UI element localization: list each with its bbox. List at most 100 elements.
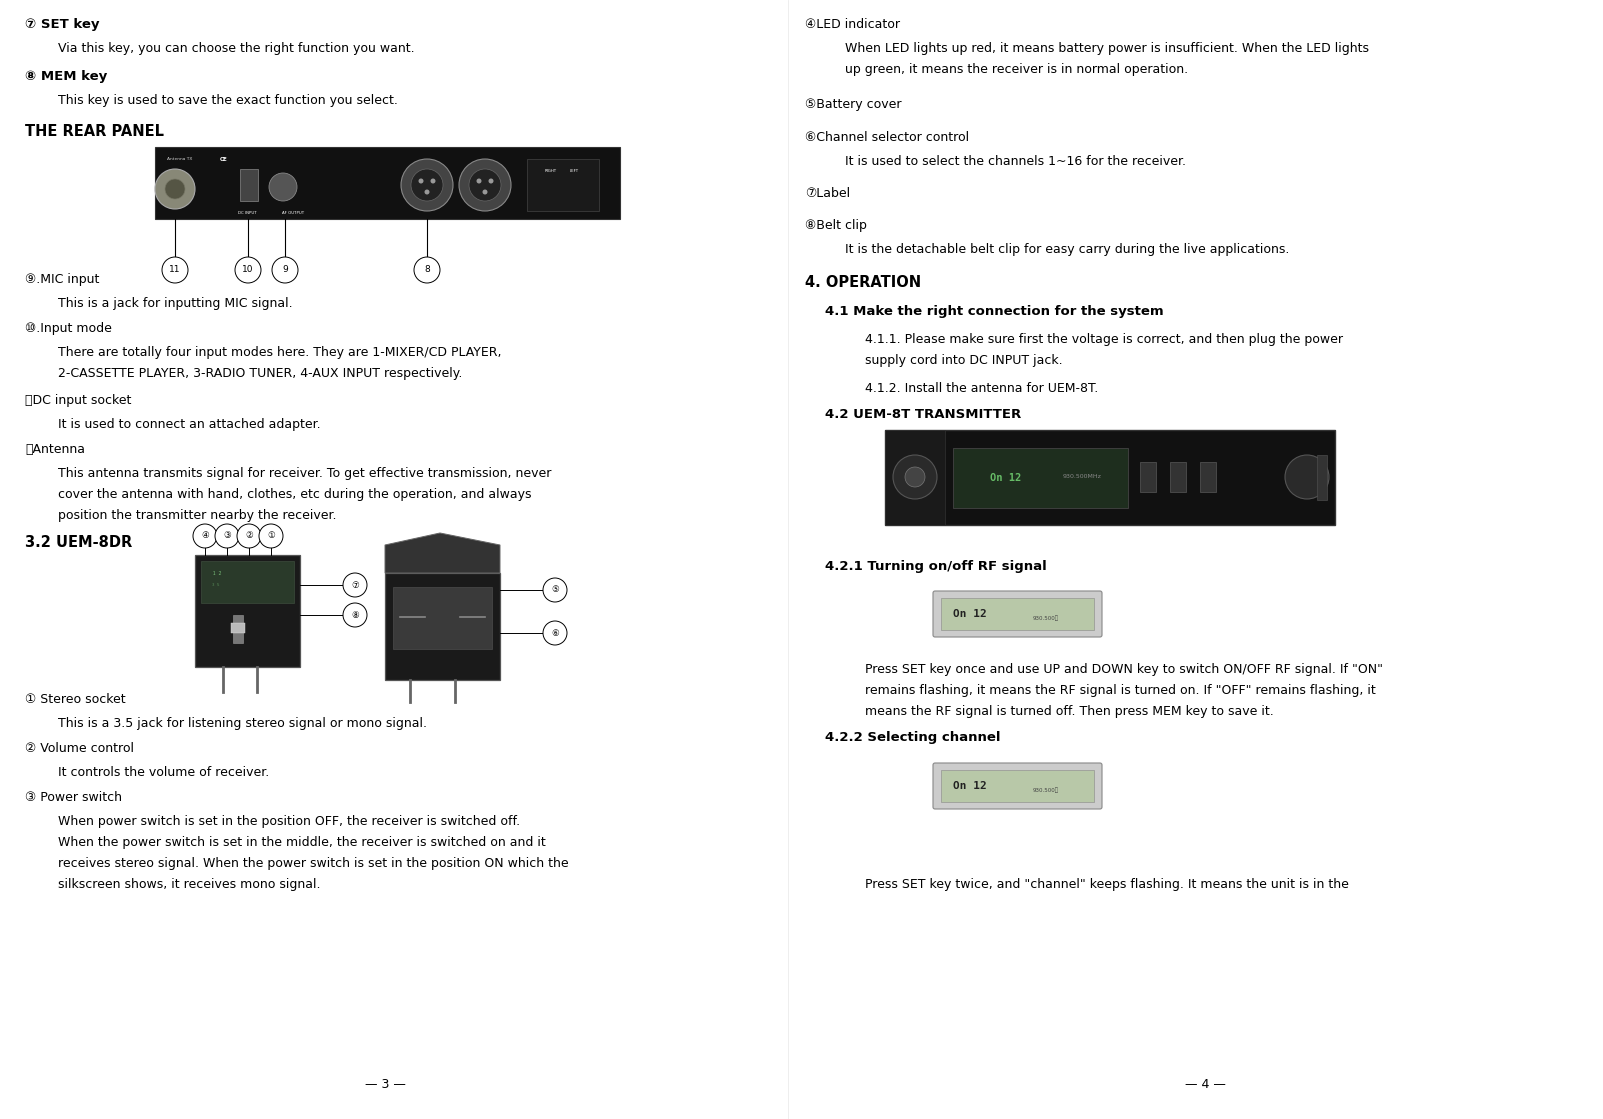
Circle shape: [260, 524, 284, 548]
Text: ⑦: ⑦: [351, 581, 359, 590]
Bar: [155, 147, 620, 219]
Text: ⑦ SET key: ⑦ SET key: [26, 18, 99, 31]
Bar: [385, 573, 500, 680]
Circle shape: [543, 621, 567, 645]
Circle shape: [425, 189, 430, 195]
Circle shape: [236, 257, 261, 283]
Text: 9: 9: [282, 265, 289, 274]
Text: 4.2 UEM-8T TRANSMITTER: 4.2 UEM-8T TRANSMITTER: [826, 408, 1021, 421]
Text: On 12: On 12: [954, 781, 987, 791]
Circle shape: [489, 179, 494, 184]
Circle shape: [162, 257, 188, 283]
Text: DC INPUT: DC INPUT: [237, 211, 256, 215]
Circle shape: [269, 173, 297, 201]
Bar: [954, 448, 1129, 508]
Text: ③: ③: [223, 532, 231, 540]
Text: 4.2.1 Turning on/off RF signal: 4.2.1 Turning on/off RF signal: [826, 560, 1047, 573]
Text: It is the detachable belt clip for easy carry during the live applications.: It is the detachable belt clip for easy …: [845, 243, 1289, 256]
Circle shape: [483, 189, 487, 195]
Text: It is used to select the channels 1~16 for the receiver.: It is used to select the channels 1~16 f…: [845, 156, 1186, 168]
Text: ④LED indicator: ④LED indicator: [805, 18, 899, 31]
Text: ④: ④: [200, 532, 208, 540]
Text: Antenna TX: Antenna TX: [167, 157, 192, 161]
Circle shape: [543, 579, 567, 602]
Circle shape: [893, 455, 938, 499]
Text: ③ Power switch: ③ Power switch: [26, 791, 122, 803]
Text: 4.1 Make the right connection for the system: 4.1 Make the right connection for the sy…: [826, 305, 1164, 318]
Circle shape: [401, 159, 454, 211]
Text: ⑧Belt clip: ⑧Belt clip: [805, 219, 867, 232]
Text: ⑦Label: ⑦Label: [805, 187, 850, 200]
Text: 4.2.2 Selecting channel: 4.2.2 Selecting channel: [826, 731, 1000, 744]
Text: On 12: On 12: [991, 473, 1021, 483]
Text: 930.500㎡: 930.500㎡: [1032, 615, 1060, 621]
Text: This is a 3.5 jack for listening stereo signal or mono signal.: This is a 3.5 jack for listening stereo …: [58, 717, 426, 730]
Text: cover the antenna with hand, clothes, etc during the operation, and always: cover the antenna with hand, clothes, et…: [58, 488, 532, 501]
Text: 2-CASSETTE PLAYER, 3-RADIO TUNER, 4-AUX INPUT respectively.: 2-CASSETTE PLAYER, 3-RADIO TUNER, 4-AUX …: [58, 367, 462, 380]
Text: ①: ①: [268, 532, 274, 540]
Text: up green, it means the receiver is in normal operation.: up green, it means the receiver is in no…: [845, 63, 1188, 76]
Text: THE REAR PANEL: THE REAR PANEL: [26, 124, 164, 139]
Bar: [941, 598, 1093, 630]
Text: It controls the volume of receiver.: It controls the volume of receiver.: [58, 767, 269, 779]
Circle shape: [476, 179, 481, 184]
Text: ⑥Channel selector control: ⑥Channel selector control: [805, 131, 970, 144]
Text: Via this key, you can choose the right function you want.: Via this key, you can choose the right f…: [58, 43, 415, 55]
Bar: [1170, 462, 1186, 492]
Text: ① Stereo socket: ① Stereo socket: [26, 693, 125, 706]
Bar: [1201, 462, 1217, 492]
Bar: [393, 587, 492, 649]
Bar: [885, 430, 1335, 525]
Text: — 4 —: — 4 —: [1185, 1078, 1225, 1091]
Text: silkscreen shows, it receives mono signal.: silkscreen shows, it receives mono signa…: [58, 878, 321, 891]
Text: 930.500MHz: 930.500MHz: [1063, 473, 1101, 479]
Circle shape: [418, 179, 423, 184]
Text: remains flashing, it means the RF signal is turned on. If "OFF" remains flashing: remains flashing, it means the RF signal…: [866, 684, 1375, 697]
Text: LEFT: LEFT: [571, 169, 579, 173]
Text: receives stereo signal. When the power switch is set in the position ON which th: receives stereo signal. When the power s…: [58, 857, 569, 869]
Text: position the transmitter nearby the receiver.: position the transmitter nearby the rece…: [58, 509, 337, 521]
Bar: [527, 159, 600, 211]
Text: Press SET key twice, and "channel" keeps flashing. It means the unit is in the: Press SET key twice, and "channel" keeps…: [866, 878, 1348, 891]
Text: 4. OPERATION: 4. OPERATION: [805, 275, 922, 290]
Text: 11: 11: [170, 265, 181, 274]
FancyBboxPatch shape: [933, 591, 1101, 637]
Circle shape: [155, 169, 196, 209]
Text: When LED lights up red, it means battery power is insufficient. When the LED lig: When LED lights up red, it means battery…: [845, 43, 1369, 55]
Text: supply cord into DC INPUT jack.: supply cord into DC INPUT jack.: [866, 354, 1063, 367]
Text: ⑥: ⑥: [551, 629, 559, 638]
Text: ⑧: ⑧: [351, 611, 359, 620]
Circle shape: [192, 524, 216, 548]
Text: ②: ②: [245, 532, 253, 540]
Text: ⑤Battery cover: ⑤Battery cover: [805, 98, 901, 111]
Text: RIGHT: RIGHT: [545, 169, 558, 173]
Text: ⑤: ⑤: [551, 585, 559, 594]
Text: ② Volume control: ② Volume control: [26, 742, 135, 755]
Text: There are totally four input modes here. They are 1-MIXER/CD PLAYER,: There are totally four input modes here.…: [58, 346, 502, 359]
Circle shape: [343, 603, 367, 627]
Bar: [200, 561, 293, 603]
Circle shape: [165, 179, 184, 199]
Bar: [231, 623, 245, 633]
Text: 1 2: 1 2: [207, 571, 221, 576]
Text: CE: CE: [220, 157, 228, 162]
Text: This is a jack for inputting MIC signal.: This is a jack for inputting MIC signal.: [58, 297, 293, 310]
Circle shape: [1286, 455, 1329, 499]
Circle shape: [410, 169, 442, 201]
Circle shape: [458, 159, 511, 211]
Circle shape: [414, 257, 439, 283]
FancyBboxPatch shape: [933, 763, 1101, 809]
Bar: [240, 169, 258, 201]
Bar: [885, 430, 946, 525]
Text: 930.500㎡: 930.500㎡: [1032, 787, 1060, 792]
Text: — 3 —: — 3 —: [364, 1078, 406, 1091]
Circle shape: [215, 524, 239, 548]
Circle shape: [237, 524, 261, 548]
Text: ⑨.MIC input: ⑨.MIC input: [26, 273, 99, 286]
Text: means the RF signal is turned off. Then press MEM key to save it.: means the RF signal is turned off. Then …: [866, 705, 1274, 718]
Text: ⑫Antenna: ⑫Antenna: [26, 443, 85, 457]
Circle shape: [343, 573, 367, 598]
Text: ⑪DC input socket: ⑪DC input socket: [26, 394, 131, 407]
Circle shape: [470, 169, 502, 201]
Text: 8: 8: [425, 265, 430, 274]
